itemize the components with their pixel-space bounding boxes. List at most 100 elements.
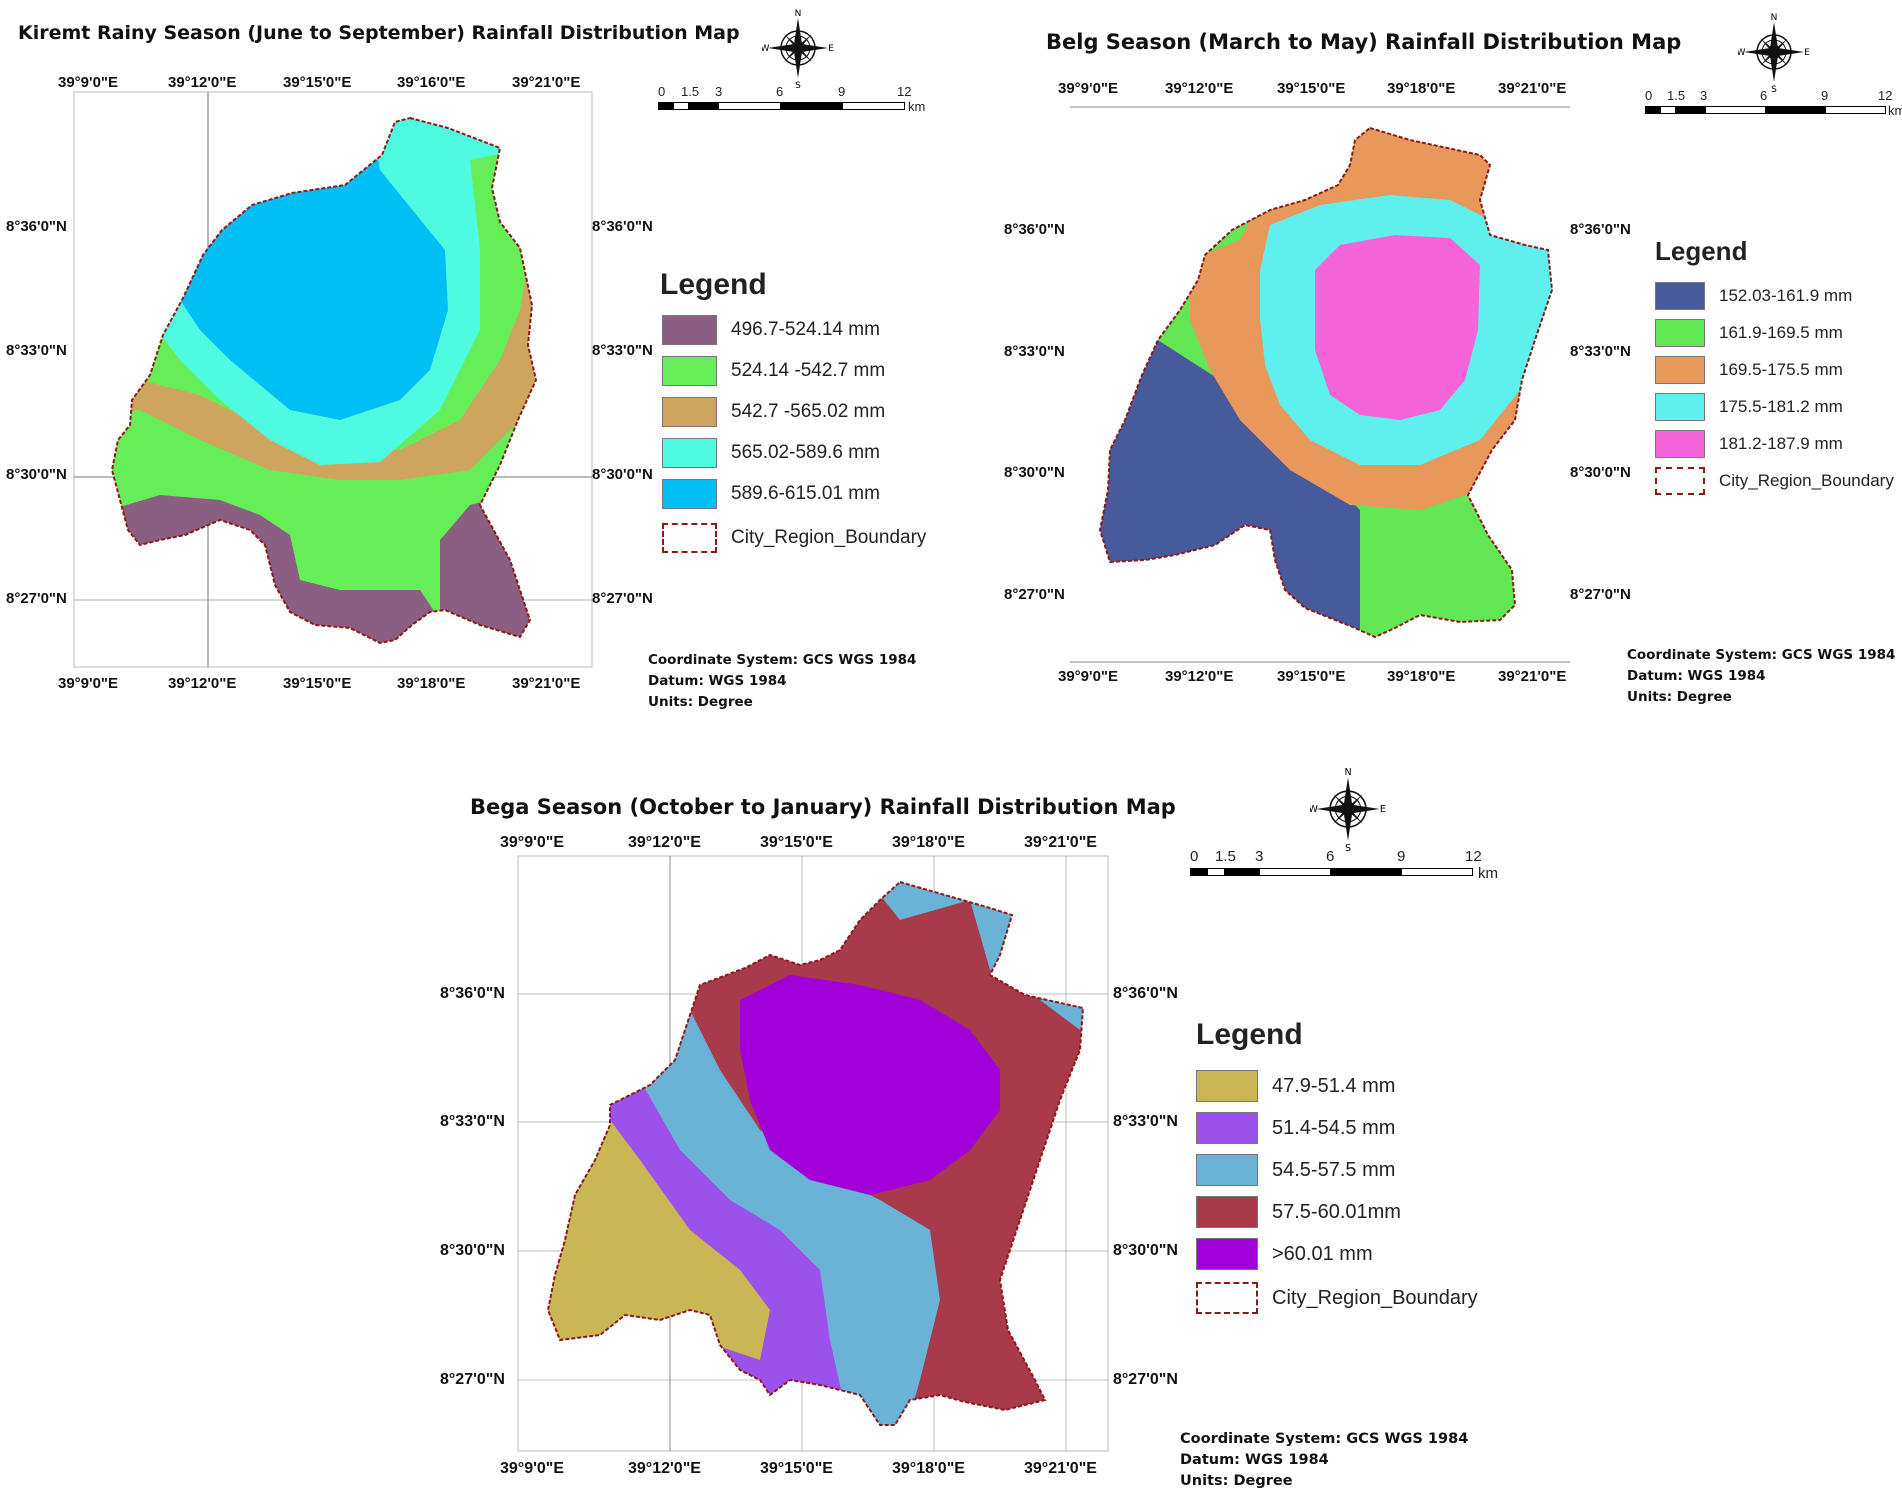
kiremt-legend-title: Legend — [660, 268, 767, 301]
legend-swatch — [1196, 1070, 1258, 1102]
bega-map-title: Bega Season (October to January) Rainfal… — [470, 795, 1176, 819]
legend-item: 51.4-54.5 mm — [1196, 1112, 1395, 1144]
legend-swatch-boundary — [1655, 467, 1705, 495]
lat-label-right: 8°27'0"N — [592, 590, 653, 607]
lat-label-right: 8°33'0"N — [592, 342, 653, 359]
lat-label-right: 8°30'0"N — [592, 466, 653, 483]
legend-item: City_Region_Boundary — [662, 522, 926, 554]
legend-item: 175.5-181.2 mm — [1655, 391, 1843, 423]
north-arrow-icon: N S E W — [1738, 13, 1810, 94]
lon-label-bottom: 39°12'0"E — [628, 1460, 701, 1477]
legend-item: 181.2-187.9 mm — [1655, 428, 1843, 460]
lon-label-top: 39°16'0"E — [397, 74, 466, 91]
lat-label-right: 8°36'0"N — [1113, 985, 1178, 1002]
lat-label-left: 8°33'0"N — [1004, 343, 1065, 360]
lat-label-right: 8°33'0"N — [1113, 1113, 1178, 1130]
lat-label-left: 8°36'0"N — [1004, 221, 1065, 238]
legend-swatch — [1196, 1154, 1258, 1186]
belg-rainfall-map — [1070, 106, 1570, 663]
legend-item: 589.6-615.01 mm — [662, 478, 880, 510]
lon-label-top: 39°9'0"E — [1058, 80, 1119, 97]
compass-n-label: N — [1344, 767, 1351, 778]
bega-map-info: Coordinate System: GCS WGS 1984 Datum: W… — [1180, 1431, 1469, 1489]
lon-label-bottom: 39°18'0"E — [892, 1460, 965, 1477]
lon-label-top: 39°21'0"E — [1024, 834, 1097, 851]
legend-swatch-boundary — [662, 523, 717, 553]
lon-label-top: 39°18'0"E — [1387, 80, 1456, 97]
lat-label-left: 8°30'0"N — [440, 1242, 505, 1259]
lat-label-left: 8°27'0"N — [440, 1371, 505, 1388]
belg-map-title: Belg Season (March to May) Rainfall Dist… — [1046, 30, 1682, 54]
lon-label-top: 39°9'0"E — [500, 834, 565, 851]
legend-swatch — [1655, 430, 1705, 458]
compass-w-label: W — [1310, 804, 1318, 815]
lon-label-bottom: 39°12'0"E — [1165, 668, 1234, 685]
legend-item: City_Region_Boundary — [1655, 465, 1894, 497]
kiremt-map-title: Kiremt Rainy Season (June to September) … — [18, 22, 740, 44]
lon-label-top: 39°15'0"E — [283, 74, 352, 91]
compass-n-label: N — [795, 9, 802, 19]
belg-map-info: Coordinate System: GCS WGS 1984 Datum: W… — [1627, 647, 1896, 705]
lon-label-top: 39°18'0"E — [892, 834, 965, 851]
lat-label-left: 8°30'0"N — [6, 466, 67, 483]
legend-item: >60.01 mm — [1196, 1238, 1373, 1270]
north-arrow-icon: N S E W — [1310, 767, 1386, 854]
legend-swatch — [662, 356, 717, 386]
lon-label-top: 39°12'0"E — [168, 74, 237, 91]
legend-swatch — [662, 315, 717, 345]
lat-label-right: 8°30'0"N — [1570, 464, 1631, 481]
legend-swatch — [662, 397, 717, 427]
legend-item: 565.02-589.6 mm — [662, 437, 880, 469]
legend-item: 161.9-169.5 mm — [1655, 317, 1843, 349]
lon-label-bottom: 39°18'0"E — [397, 675, 466, 692]
legend-item: 57.5-60.01mm — [1196, 1196, 1401, 1228]
compass-w-label: W — [1738, 48, 1746, 58]
belg-legend-title: Legend — [1655, 236, 1748, 266]
lon-label-top: 39°15'0"E — [760, 834, 833, 851]
lon-label-bottom: 39°9'0"E — [58, 675, 119, 692]
legend-swatch — [662, 438, 717, 468]
legend-item: 524.14 -542.7 mm — [662, 355, 885, 387]
lat-label-left: 8°27'0"N — [6, 590, 67, 607]
lat-label-right: 8°33'0"N — [1570, 343, 1631, 360]
lon-label-top: 39°9'0"E — [58, 74, 119, 91]
kiremt-map-info: Coordinate System: GCS WGS 1984 Datum: W… — [648, 652, 917, 710]
lon-label-bottom: 39°18'0"E — [1387, 668, 1456, 685]
lon-label-top: 39°12'0"E — [628, 834, 701, 851]
compass-s-label: S — [1345, 843, 1351, 854]
legend-item: 169.5-175.5 mm — [1655, 354, 1843, 386]
legend-swatch — [1196, 1112, 1258, 1144]
legend-item: 54.5-57.5 mm — [1196, 1154, 1395, 1186]
bega-scale-bar: 0 1.5 3 6 9 12 km — [1190, 848, 1498, 882]
legend-swatch — [1655, 282, 1705, 310]
lon-label-top: 39°21'0"E — [1498, 80, 1567, 97]
compass-s-label: S — [795, 81, 801, 90]
belg-scale-bar: 0 1.5 3 6 9 12 km — [1645, 88, 1902, 118]
lat-label-left: 8°27'0"N — [1004, 586, 1065, 603]
lat-label-left: 8°36'0"N — [440, 985, 505, 1002]
lat-label-left: 8°33'0"N — [440, 1113, 505, 1130]
lon-label-top: 39°21'0"E — [512, 74, 581, 91]
lon-label-top: 39°15'0"E — [1277, 80, 1346, 97]
lat-label-right: 8°30'0"N — [1113, 1242, 1178, 1259]
kiremt-zone-589 — [112, 118, 448, 420]
legend-item: City_Region_Boundary — [1196, 1282, 1478, 1314]
kiremt-rainfall-map — [73, 91, 593, 668]
legend-swatch-boundary — [1196, 1282, 1258, 1314]
compass-n-label: N — [1771, 13, 1778, 23]
lat-label-right: 8°36'0"N — [1570, 221, 1631, 238]
lon-label-bottom: 39°9'0"E — [1058, 668, 1119, 685]
lon-label-bottom: 39°15'0"E — [1277, 668, 1346, 685]
lat-label-left: 8°33'0"N — [6, 342, 67, 359]
lon-label-top: 39°12'0"E — [1165, 80, 1234, 97]
legend-swatch — [1655, 319, 1705, 347]
legend-swatch — [1196, 1196, 1258, 1228]
lat-label-left: 8°36'0"N — [6, 218, 67, 235]
belg-zone-181 — [1315, 235, 1480, 420]
north-arrow-icon: N S E W — [762, 9, 834, 90]
legend-item: 152.03-161.9 mm — [1655, 280, 1852, 312]
legend-item: 542.7 -565.02 mm — [662, 396, 885, 428]
kiremt-scale-bar: 0 1.5 3 6 9 12 km — [658, 84, 926, 114]
bega-legend-title: Legend — [1196, 1018, 1303, 1051]
lon-label-bottom: 39°15'0"E — [283, 675, 352, 692]
